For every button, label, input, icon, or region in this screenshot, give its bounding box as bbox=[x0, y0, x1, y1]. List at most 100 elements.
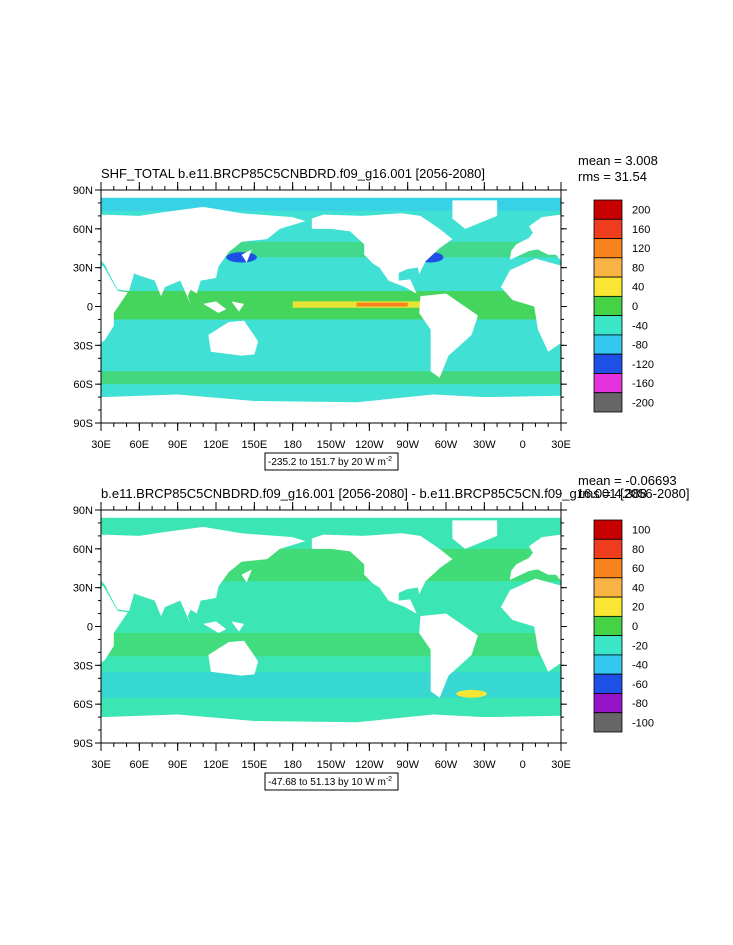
lat-label: 60N bbox=[73, 224, 93, 236]
lon-label: 180 bbox=[283, 439, 301, 451]
colorbar-box bbox=[593, 392, 623, 413]
lat-label: 60S bbox=[73, 379, 93, 391]
lon-label: 120E bbox=[203, 439, 229, 451]
colorbar-box bbox=[593, 693, 623, 714]
colorbar-label: 0 bbox=[632, 301, 638, 313]
lat-label: 30S bbox=[73, 340, 93, 352]
colorbar-label: 80 bbox=[632, 544, 644, 556]
lon-label: 0 bbox=[520, 759, 526, 771]
colorbar-label: 100 bbox=[632, 525, 650, 537]
range-note: -47.68 to 51.13 by 10 W m-2 bbox=[268, 776, 392, 788]
lon-label: 150E bbox=[241, 759, 267, 771]
colorbar-label: 0 bbox=[632, 621, 638, 633]
lon-label: 60E bbox=[130, 759, 150, 771]
mean-label: mean = -0.06693 bbox=[578, 473, 677, 488]
colorbar-label: -80 bbox=[632, 698, 648, 710]
colorbar-box bbox=[593, 353, 623, 374]
colorbar-box bbox=[593, 538, 623, 559]
colorbar-box bbox=[593, 257, 623, 278]
mean-label: mean = 3.008 bbox=[578, 153, 658, 168]
lon-label: 60W bbox=[435, 759, 458, 771]
lat-label: 0 bbox=[87, 622, 93, 634]
lon-label: 0 bbox=[520, 439, 526, 451]
lat-label: 30S bbox=[73, 660, 93, 672]
lon-label: 120W bbox=[355, 439, 384, 451]
colorbar-label: -60 bbox=[632, 679, 648, 691]
lon-label: 120E bbox=[203, 759, 229, 771]
lon-label: 120W bbox=[355, 759, 384, 771]
colorbar-label: 60 bbox=[632, 563, 644, 575]
range-box bbox=[264, 452, 399, 471]
range-text: -47.68 to 51.13 by 10 W m bbox=[268, 777, 386, 788]
colorbar-box bbox=[593, 315, 623, 336]
colorbar-label: -100 bbox=[632, 717, 654, 729]
lon-label: 30W bbox=[473, 759, 496, 771]
colorbar-box bbox=[593, 218, 623, 239]
colorbar-label: 200 bbox=[632, 205, 650, 217]
lat-label: 90S bbox=[73, 418, 93, 430]
lon-label: 30E bbox=[91, 759, 111, 771]
colorbar-box bbox=[593, 712, 623, 733]
lon-label: 180 bbox=[283, 759, 301, 771]
colorbar-label: 40 bbox=[632, 282, 644, 294]
lon-label: 60W bbox=[435, 439, 458, 451]
colorbar-box bbox=[593, 654, 623, 675]
colorbar-box bbox=[593, 577, 623, 598]
lon-label: 30E bbox=[551, 759, 571, 771]
map-field bbox=[101, 190, 562, 423]
lat-label: 30N bbox=[73, 583, 93, 595]
lon-label: 60E bbox=[130, 439, 150, 451]
colorbar-label: 20 bbox=[632, 602, 644, 614]
colorbar-box bbox=[593, 519, 623, 540]
colorbar-box bbox=[593, 635, 623, 656]
colorbar-box bbox=[593, 334, 623, 355]
lon-label: 30E bbox=[91, 439, 111, 451]
lon-label: 150W bbox=[317, 439, 346, 451]
range-text: -235.2 to 151.7 by 20 W m bbox=[268, 457, 386, 468]
panel-title: SHF_TOTAL b.e11.BRCP85C5CNBDRD.f09_g16.0… bbox=[101, 166, 485, 181]
colorbar-label: -40 bbox=[632, 320, 648, 332]
colorbar-label: -20 bbox=[632, 640, 648, 652]
map-field bbox=[101, 510, 562, 743]
range-note: -235.2 to 151.7 by 20 W m-2 bbox=[268, 456, 392, 468]
colorbar-box bbox=[593, 596, 623, 617]
colorbar-label: -160 bbox=[632, 378, 654, 390]
lon-label: 90W bbox=[396, 439, 419, 451]
lon-label: 90E bbox=[168, 759, 188, 771]
colorbar-box bbox=[593, 615, 623, 637]
colorbar-box bbox=[593, 373, 623, 394]
lat-label: 30N bbox=[73, 263, 93, 275]
colorbar-label: -80 bbox=[632, 340, 648, 352]
rms-label: rms = 4.388 bbox=[578, 486, 647, 501]
lat-label: 90S bbox=[73, 738, 93, 750]
colorbar-box bbox=[593, 199, 623, 220]
lat-label: 60N bbox=[73, 544, 93, 556]
panel-title: b.e11.BRCP85C5CNBDRD.f09_g16.001 [2056-2… bbox=[101, 486, 690, 501]
colorbar-box bbox=[593, 558, 623, 579]
lon-label: 150W bbox=[317, 759, 346, 771]
colorbar-label: 40 bbox=[632, 582, 644, 594]
lat-label: 0 bbox=[87, 302, 93, 314]
rms-label: rms = 31.54 bbox=[578, 169, 647, 184]
colorbar-label: 160 bbox=[632, 224, 650, 236]
colorbar-label: 80 bbox=[632, 262, 644, 274]
colorbar-label: -120 bbox=[632, 359, 654, 371]
lon-label: 150E bbox=[241, 439, 267, 451]
colorbar-box bbox=[593, 295, 623, 317]
lat-label: 90N bbox=[73, 185, 93, 197]
range-box bbox=[264, 772, 399, 791]
lat-label: 90N bbox=[73, 505, 93, 517]
lon-label: 30W bbox=[473, 439, 496, 451]
range-superscript: -2 bbox=[386, 776, 392, 783]
lon-label: 90W bbox=[396, 759, 419, 771]
colorbar-label: -200 bbox=[632, 397, 654, 409]
colorbar-label: 120 bbox=[632, 243, 650, 255]
colorbar-box bbox=[593, 238, 623, 259]
colorbar-box bbox=[593, 276, 623, 297]
range-superscript: -2 bbox=[386, 456, 392, 463]
lat-label: 60S bbox=[73, 699, 93, 711]
lon-label: 90E bbox=[168, 439, 188, 451]
colorbar-label: -40 bbox=[632, 660, 648, 672]
lon-label: 30E bbox=[551, 439, 571, 451]
